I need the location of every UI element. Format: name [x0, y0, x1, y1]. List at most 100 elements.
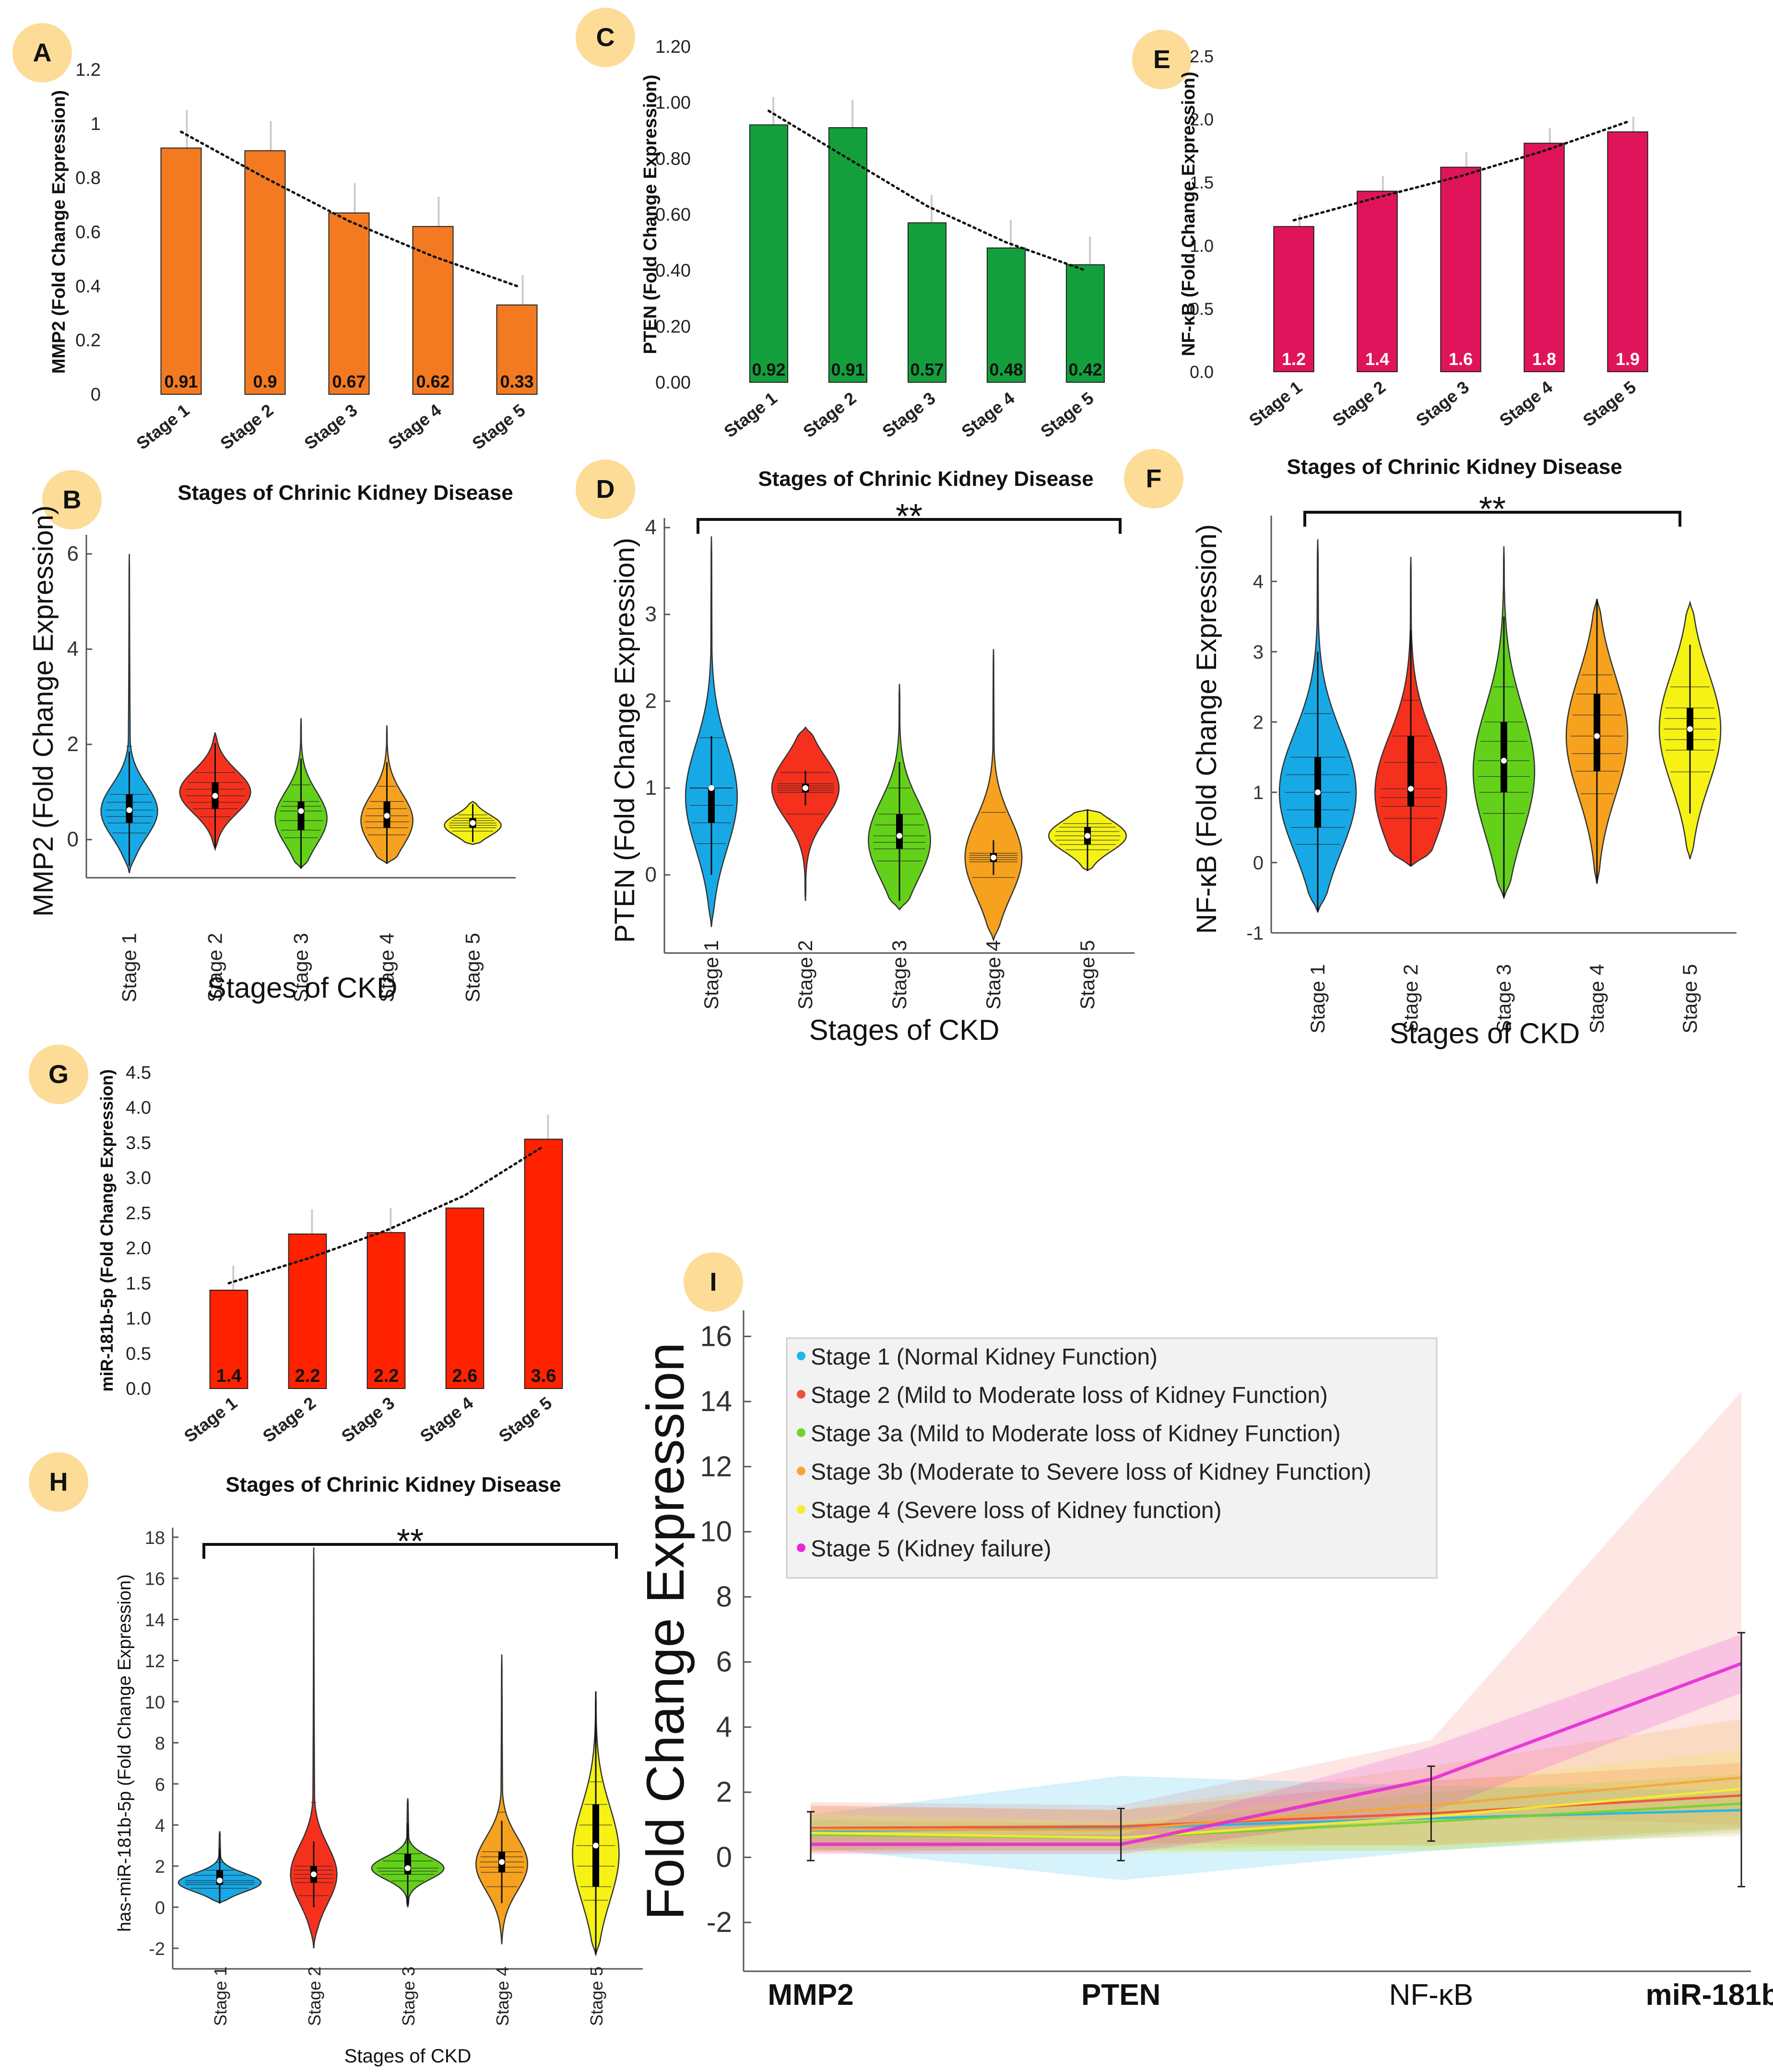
y-tick-label: 4	[716, 1711, 732, 1743]
violin-median	[1687, 726, 1693, 732]
legend-marker	[797, 1428, 805, 1437]
x-tick-label: Stage 4	[982, 940, 1005, 1010]
y-tick-label: 1.5	[1190, 173, 1214, 192]
violin-median	[593, 1842, 599, 1848]
x-tick-label: Stage 2	[1399, 964, 1422, 1034]
violin-box	[1501, 722, 1507, 792]
bar-value-label: 1.4	[1365, 349, 1389, 369]
violin-box	[1407, 736, 1414, 807]
panel-letter-b: B	[63, 485, 82, 514]
x-tick-label: Stage 4	[416, 1393, 477, 1446]
panel-badge-g	[29, 1045, 88, 1104]
violin	[100, 553, 158, 873]
legend-marker	[797, 1352, 805, 1360]
significance-label: **	[896, 497, 922, 536]
chart-i: -2 0 2 4 6 8 10 12 14 16 MMP2 PTEN NF-κB miR-181b Fold…	[636, 1310, 1773, 2012]
x-tick-label: Stage 4	[376, 933, 398, 1002]
y-axis-label: NF-κB (Fold Change Expression)	[1191, 524, 1222, 934]
x-axis-label: Stages of CKD	[207, 972, 398, 1004]
violin-median	[897, 833, 902, 839]
y-tick-label: 0.5	[126, 1344, 151, 1364]
y-tick-label: 1.5	[126, 1273, 151, 1294]
x-tick-label: Stage 1	[720, 388, 780, 441]
y-tick-label: 2	[716, 1776, 732, 1808]
violin-median	[1594, 733, 1600, 739]
legend-marker	[797, 1390, 805, 1399]
legend-box	[786, 1337, 1438, 1579]
x-tick-label: Stage 1	[180, 1393, 241, 1446]
x-axis-label: Stages of Chrinic Kidney Disease	[225, 1473, 561, 1496]
y-tick-label: 6	[716, 1646, 732, 1678]
bar-value-label: 1.2	[1282, 349, 1306, 369]
panel-c: C 0.00 0.20 0.40 0.60 0.80 1.00 1.20 0.92 Stage …	[576, 8, 1105, 491]
panel-badge-h	[29, 1452, 88, 1512]
y-axis-label: Fold Change Expression	[636, 1342, 695, 1920]
y-tick-label: 0	[91, 385, 101, 405]
violin-median	[991, 854, 996, 860]
bar	[366, 1232, 406, 1389]
bar	[328, 212, 370, 395]
x-tick-label: Stage 3	[338, 1393, 398, 1446]
x-tick-label: Stage 5	[495, 1393, 556, 1446]
y-tick-label: 1.20	[655, 37, 691, 57]
bar	[160, 147, 202, 395]
x-tick-label: Stage 3	[399, 1966, 418, 2026]
y-tick-label: 4	[645, 516, 657, 539]
series-line	[810, 1794, 1742, 1829]
x-tick-label: Stage 2	[1329, 377, 1389, 430]
y-tick-label: 0	[645, 863, 657, 886]
bar-value-label: 1.4	[216, 1366, 242, 1386]
y-tick-label: 2.5	[1190, 47, 1214, 66]
significance-label: **	[1479, 490, 1506, 529]
x-tick-label: Stage 4	[957, 388, 1018, 441]
chart-e: 0.0 0.5 1.0 1.5 2.0 2.5 1.2 Stage 1 1.4 Stage 2 1.…	[1179, 47, 1648, 479]
legend-entry: Stage 4 (Severe loss of Kidney function)	[811, 1498, 1221, 1523]
bar	[412, 226, 454, 395]
panel-letter-e: E	[1153, 45, 1170, 74]
y-tick-label: 3	[1253, 642, 1264, 663]
panel-letter-a: A	[33, 38, 52, 67]
bar-value-label: 1.6	[1449, 349, 1473, 369]
x-tick-label: PTEN	[1081, 1978, 1160, 2012]
y-tick-label: 0.20	[655, 317, 691, 337]
x-axis-label: Stages of Chrinic Kidney Disease	[1287, 455, 1622, 479]
bar-value-label: 0.57	[910, 360, 944, 379]
trend-line	[180, 130, 518, 287]
bar-value-label: 1.9	[1616, 349, 1640, 369]
legend-entry: Stage 3b (Moderate to Severe loss of Kid…	[811, 1460, 1371, 1485]
x-tick-label: Stage 5	[468, 400, 529, 453]
y-tick-label: 10	[700, 1516, 732, 1548]
y-tick-label: 0.0	[1190, 362, 1214, 382]
bar	[445, 1207, 485, 1389]
bar-value-label: 0.33	[500, 372, 533, 391]
violin-median	[470, 820, 476, 826]
bar-value-label: 0.67	[332, 372, 366, 391]
bar	[1273, 226, 1314, 372]
y-axis-label: miR-181b-5p (Fold Change Expression)	[97, 1069, 117, 1391]
panel-b: B 0 2 4 6 Stage 1 Stage 2 Stage 3 Stage 4 Stage …	[28, 470, 516, 1004]
violin-median	[405, 1865, 411, 1871]
violin-median	[803, 785, 808, 791]
x-tick-label: NF-κB	[1389, 1978, 1474, 2012]
violin	[475, 1654, 529, 1944]
x-tick-label: Stage 3	[1492, 964, 1515, 1034]
x-tick-label: Stage 1	[211, 1966, 230, 2026]
panel-badge-a	[12, 23, 72, 82]
bar-value-label: 2.2	[374, 1366, 399, 1386]
y-tick-label: 0.60	[655, 205, 691, 225]
y-tick-label: 0.40	[655, 261, 691, 281]
y-tick-label: 0	[1253, 852, 1264, 873]
x-tick-label: MMP2	[768, 1978, 853, 2012]
bar-value-label: 0.91	[831, 360, 864, 379]
violin-median	[709, 785, 714, 791]
bar	[828, 127, 868, 383]
violin-box	[708, 788, 715, 823]
series-band	[811, 1719, 1741, 1853]
x-axis-label: Stages of Chrinic Kidney Disease	[758, 467, 1093, 491]
y-tick-label: 3.0	[126, 1168, 151, 1189]
y-tick-label: 14	[145, 1610, 165, 1630]
x-tick-label: Stage 5	[1076, 940, 1099, 1010]
trend-line	[1292, 120, 1629, 222]
